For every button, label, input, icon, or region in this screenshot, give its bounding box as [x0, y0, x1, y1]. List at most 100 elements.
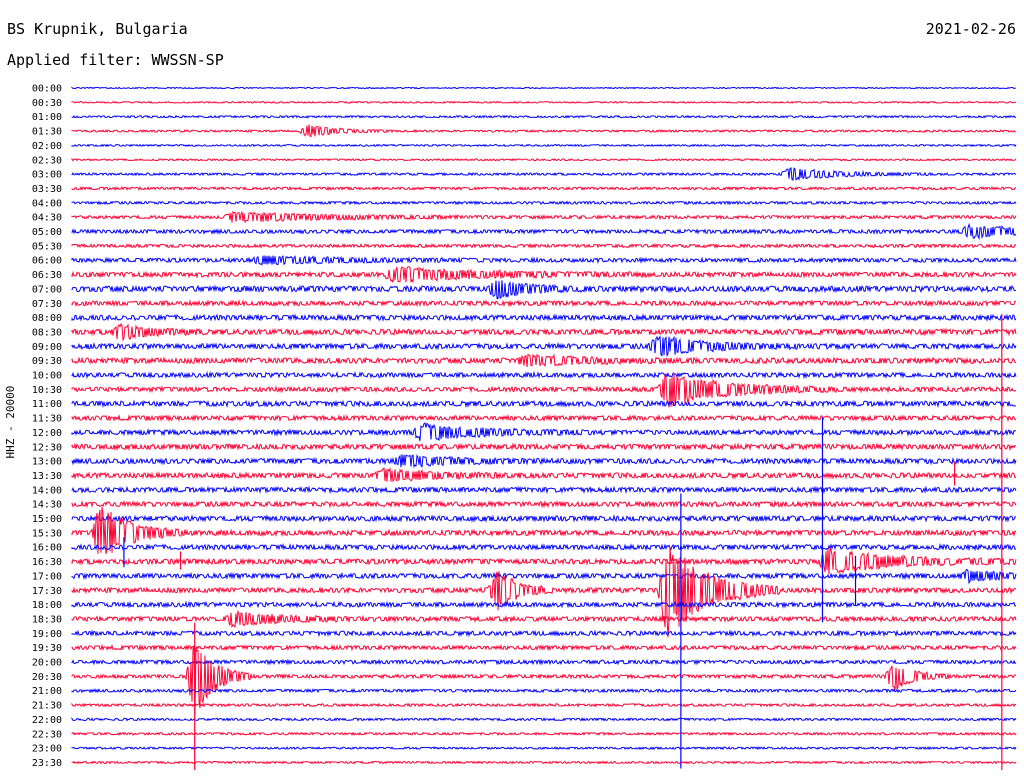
time-label: 08:30 [32, 327, 62, 338]
trace-line [71, 157, 1017, 162]
trace-line [71, 223, 1017, 241]
time-label: 04:00 [32, 198, 62, 209]
time-label: 14:30 [32, 500, 62, 511]
trace-line [71, 658, 1017, 666]
trace-line [71, 643, 1017, 652]
trace-line [71, 485, 1017, 495]
time-label: 12:00 [32, 428, 62, 439]
trace-line [71, 124, 1017, 138]
time-label: 17:30 [32, 586, 62, 597]
time-label: 23:00 [32, 744, 62, 755]
time-label: 20:00 [32, 658, 62, 669]
time-label: 06:00 [32, 256, 62, 267]
time-label: 06:30 [32, 270, 62, 281]
time-label: 09:00 [32, 342, 62, 353]
time-label: 13:00 [32, 457, 62, 468]
time-label: 22:00 [32, 715, 62, 726]
time-label: 21:30 [32, 701, 62, 712]
date-label: 2021-02-26 [925, 20, 1016, 38]
trace-line [71, 210, 1017, 224]
trace-line [71, 442, 1017, 452]
trace-line [71, 200, 1017, 206]
trace-line [71, 600, 1017, 609]
trace-line [71, 760, 1017, 765]
trace-line [71, 453, 1017, 469]
time-label: 18:30 [32, 614, 62, 625]
trace-line [71, 569, 1017, 585]
time-label: 15:00 [32, 514, 62, 525]
time-label: 01:00 [32, 112, 62, 123]
trace-line [71, 100, 1017, 104]
trace-line [71, 507, 1017, 555]
time-label: 19:00 [32, 629, 62, 640]
time-label: 13:30 [32, 471, 62, 482]
time-label: 15:30 [32, 528, 62, 539]
time-label: 18:00 [32, 600, 62, 611]
trace-line [71, 466, 1017, 483]
time-label: 21:00 [32, 686, 62, 697]
trace-line [71, 86, 1017, 90]
trace-line [71, 266, 1017, 284]
time-label: 17:00 [32, 571, 62, 582]
time-label: 00:30 [32, 98, 62, 109]
trace-line [71, 716, 1017, 722]
trace-line [71, 629, 1017, 638]
trace-line [71, 114, 1017, 119]
trace-line [71, 687, 1017, 694]
time-label: 11:30 [32, 414, 62, 425]
time-label: 02:00 [32, 141, 62, 152]
time-label: 03:30 [32, 184, 62, 195]
trace-line [71, 335, 1017, 358]
time-label: 00:00 [32, 84, 62, 95]
filter-label: Applied filter: WWSSN-SP [7, 51, 224, 69]
trace-line [71, 731, 1017, 736]
time-label: 16:30 [32, 557, 62, 568]
time-label: 12:30 [32, 442, 62, 453]
trace-line [71, 609, 1017, 629]
time-label: 02:30 [32, 155, 62, 166]
time-label: 07:30 [32, 299, 62, 310]
time-label: 14:00 [32, 485, 62, 496]
time-label: 22:30 [32, 729, 62, 740]
trace-line [71, 313, 1017, 323]
time-label: 01:30 [32, 127, 62, 138]
trace-line [71, 353, 1017, 368]
time-label: 20:30 [32, 672, 62, 683]
time-labels: 00:00 00:30 01:00 01:30 02:00 02:30 03:00 03:30… [32, 84, 62, 769]
trace-line [71, 372, 1017, 408]
trace-line [71, 542, 1017, 552]
trace-line [71, 242, 1017, 249]
time-label: 03:00 [32, 170, 62, 181]
time-label: 07:00 [32, 284, 62, 295]
trace-line [71, 422, 1017, 442]
trace-line [71, 645, 1017, 715]
time-label: 11:00 [32, 399, 62, 410]
trace-line [71, 143, 1017, 148]
trace-line [71, 280, 1017, 300]
trace-line [71, 399, 1017, 409]
trace-line [71, 413, 1017, 423]
time-label: 10:00 [32, 371, 62, 382]
trace-line [71, 514, 1017, 523]
trace-line [71, 299, 1017, 308]
trace-line [71, 746, 1017, 751]
trace-line [71, 167, 1017, 181]
time-label: 10:30 [32, 385, 62, 396]
time-label: 09:30 [32, 356, 62, 367]
traces [71, 86, 1017, 770]
time-label: 23:30 [32, 758, 62, 769]
trace-line [71, 547, 1017, 575]
time-label: 16:00 [32, 543, 62, 554]
trace-line [71, 322, 1017, 342]
trace-line [71, 546, 1017, 638]
trace-line [71, 255, 1017, 266]
trace-line [71, 702, 1017, 708]
time-label: 05:00 [32, 227, 62, 238]
time-label: 04:30 [32, 213, 62, 224]
trace-line [71, 499, 1017, 509]
time-label: 19:30 [32, 643, 62, 654]
time-label: 05:30 [32, 241, 62, 252]
trace-line [71, 185, 1017, 191]
trace-line [71, 370, 1017, 380]
